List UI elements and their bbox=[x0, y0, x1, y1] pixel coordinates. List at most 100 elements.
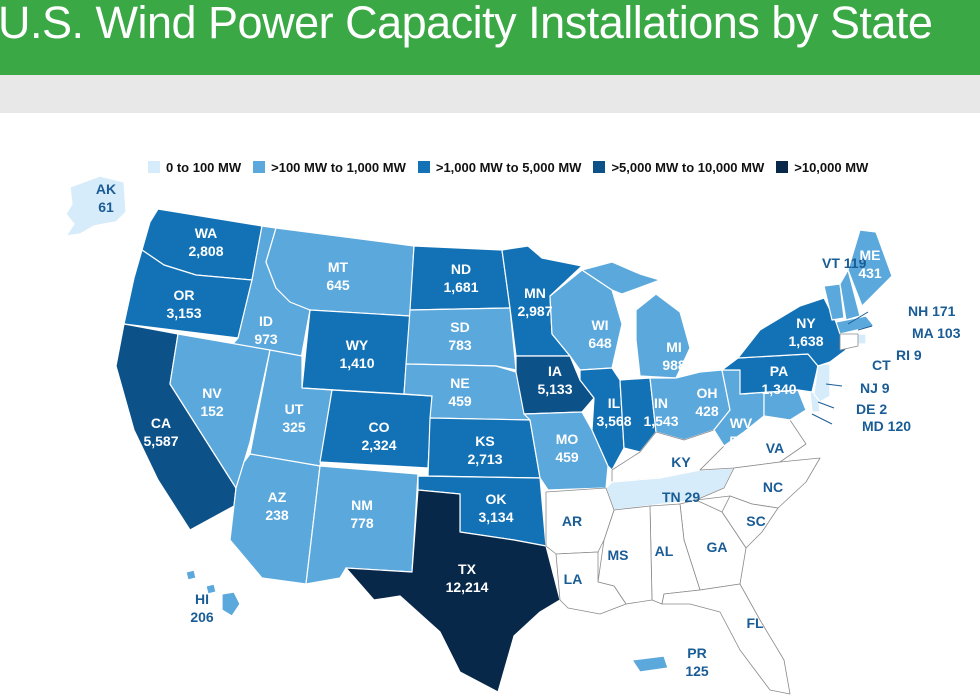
state-ct[interactable] bbox=[839, 333, 859, 351]
legend-item-tier-1: >100 MW to 1,000 MW bbox=[253, 160, 406, 175]
state-label-co: CO 2,324 bbox=[361, 419, 396, 453]
state-value: 2,987 bbox=[517, 303, 552, 319]
state-abbr: CO bbox=[369, 419, 390, 435]
state-abbr: WI bbox=[591, 317, 608, 333]
state-ak[interactable] bbox=[65, 175, 127, 237]
legend-label: >5,000 MW to 10,000 MW bbox=[611, 159, 765, 175]
state-label-tx: TX 12,214 bbox=[446, 561, 489, 595]
state-label-ky: KY bbox=[671, 454, 691, 470]
state-label-ga: GA bbox=[707, 539, 728, 555]
state-label-ia: IA 5,133 bbox=[537, 363, 572, 397]
state-nd[interactable] bbox=[409, 245, 511, 311]
state-value: 1,638 bbox=[788, 333, 823, 349]
state-label-nv: NV 152 bbox=[200, 385, 224, 419]
state-label-mi: MI 988 bbox=[662, 339, 686, 373]
state-value: 428 bbox=[695, 403, 719, 419]
state-label-ca: CA 5,587 bbox=[143, 415, 178, 449]
state-value: 1,410 bbox=[339, 355, 374, 371]
state-me[interactable] bbox=[847, 229, 893, 307]
legend-label: >1,000 MW to 5,000 MW bbox=[435, 159, 582, 175]
state-label-ut: UT 325 bbox=[282, 401, 306, 435]
legend-item-tier-3: >5,000 MW to 10,000 MW bbox=[593, 160, 764, 175]
state-label-mo: MO 459 bbox=[555, 431, 579, 465]
state-label-wa: WA 2,808 bbox=[188, 225, 223, 259]
state-abbr: VA bbox=[766, 440, 784, 456]
state-abbr: AK bbox=[96, 181, 116, 197]
state-label-ri: RI 9 bbox=[896, 347, 922, 363]
state-label-or: OR 3,153 bbox=[166, 287, 201, 321]
state-abbr: CT bbox=[872, 357, 891, 373]
state-label-mt: MT 645 bbox=[326, 259, 350, 293]
state-value: 5,587 bbox=[143, 433, 178, 449]
state-abbr: PA bbox=[770, 363, 788, 379]
state-abbr: OH bbox=[697, 385, 718, 401]
state-value: 645 bbox=[326, 277, 350, 293]
legend-swatch bbox=[776, 161, 789, 173]
state-abbr: NM bbox=[351, 497, 373, 513]
state-value: 1,543 bbox=[643, 413, 678, 429]
state-value: 583 bbox=[729, 433, 753, 449]
state-label-sd: SD 783 bbox=[448, 319, 472, 353]
state-value: 988 bbox=[662, 357, 686, 373]
state-label-nc: NC bbox=[763, 479, 783, 495]
state-label-me: ME 431 bbox=[858, 247, 882, 281]
state-nh[interactable] bbox=[839, 269, 861, 321]
state-abbr: MI bbox=[666, 339, 682, 355]
state-la[interactable] bbox=[555, 551, 627, 615]
state-pr[interactable] bbox=[631, 655, 669, 673]
state-il[interactable] bbox=[579, 367, 625, 471]
state-hi[interactable] bbox=[185, 569, 241, 617]
state-vt[interactable] bbox=[823, 283, 845, 321]
state-abbr: ID bbox=[259, 313, 273, 329]
state-sd[interactable] bbox=[405, 307, 517, 371]
state-abbr: MT bbox=[328, 259, 349, 275]
state-value: 459 bbox=[448, 393, 472, 409]
state-mi[interactable] bbox=[635, 293, 691, 379]
state-fl[interactable] bbox=[661, 583, 791, 695]
state-abbr: WV bbox=[730, 415, 753, 431]
state-value: 1,340 bbox=[761, 381, 796, 397]
state-label-ms: MS bbox=[608, 547, 629, 563]
state-nj[interactable] bbox=[813, 363, 831, 403]
legend-item-tier-0: 0 to 100 MW bbox=[148, 160, 241, 175]
state-value: 12,214 bbox=[446, 579, 489, 595]
state-label-wi: WI 648 bbox=[588, 317, 612, 351]
state-value: 3,568 bbox=[596, 413, 631, 429]
legend-item-tier-4: >10,000 MW bbox=[776, 160, 868, 175]
state-label-va: VA bbox=[766, 440, 784, 456]
state-label-de: DE 2 bbox=[856, 401, 887, 417]
state-label-vt: VT 119 bbox=[822, 255, 867, 271]
state-abbr: UT bbox=[285, 401, 304, 417]
state-label-oh: OH 428 bbox=[695, 385, 719, 419]
state-abbr: GA bbox=[707, 539, 728, 555]
state-value: 1,681 bbox=[443, 279, 478, 295]
legend-label: >100 MW to 1,000 MW bbox=[271, 159, 406, 175]
legend-label: 0 to 100 MW bbox=[166, 159, 242, 175]
state-label-pa: PA 1,340 bbox=[761, 363, 796, 397]
state-ri[interactable] bbox=[857, 333, 867, 345]
state-abbr: FL bbox=[746, 615, 764, 631]
state-abbr: LA bbox=[564, 571, 583, 587]
state-mi-upper[interactable] bbox=[581, 261, 661, 295]
header-bar: U.S. Wind Power Capacity Installations b… bbox=[0, 0, 980, 75]
state-label-wv: WV 583 bbox=[729, 415, 753, 449]
state-label-nm: NM 778 bbox=[350, 497, 374, 531]
state-abbr: AR bbox=[562, 513, 582, 529]
state-value: 206 bbox=[190, 609, 214, 625]
state-label-nh: NH 171 bbox=[908, 303, 956, 319]
state-ar[interactable] bbox=[545, 487, 615, 555]
state-abbr: OR bbox=[174, 287, 195, 303]
state-value: 2,713 bbox=[467, 451, 502, 467]
state-abbr: AZ bbox=[268, 489, 287, 505]
state-label-ks: KS 2,713 bbox=[467, 433, 502, 467]
state-abbr: ND bbox=[451, 261, 471, 277]
state-label-in: IN 1,543 bbox=[643, 395, 678, 429]
state-label-ok: OK 3,134 bbox=[478, 491, 513, 525]
state-ia[interactable] bbox=[515, 355, 595, 415]
state-tx[interactable] bbox=[345, 489, 561, 693]
state-ma[interactable] bbox=[835, 315, 875, 335]
state-abbr: HI bbox=[195, 591, 209, 607]
state-abbr: WA bbox=[195, 225, 218, 241]
state-value: 61 bbox=[98, 199, 114, 215]
